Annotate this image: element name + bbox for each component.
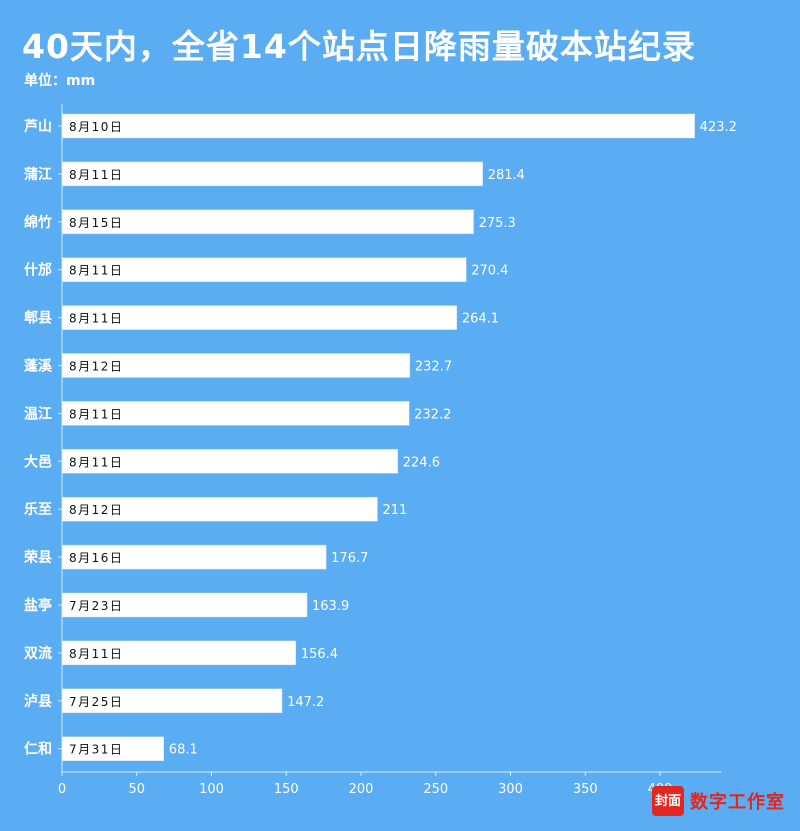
category-label: 郫县 xyxy=(24,310,52,327)
bar-date-label: 8月12日 xyxy=(69,360,123,374)
bar-date-label: 8月12日 xyxy=(69,503,123,517)
x-tick-label: 150 xyxy=(274,782,299,797)
bar-date-label: 7月25日 xyxy=(69,695,123,709)
category-label: 蓬溪 xyxy=(24,358,53,375)
brand-footer: 封面 数字工作室 xyxy=(652,786,785,816)
bar-value-label: 224.6 xyxy=(403,455,440,470)
bar xyxy=(61,736,165,761)
category-label: 什邡 xyxy=(24,262,52,279)
brand-logo: 封面 xyxy=(652,786,684,816)
bar xyxy=(61,592,308,618)
category-label: 绵竹 xyxy=(24,214,52,231)
bar-value-label: 232.7 xyxy=(415,360,452,375)
bar-value-label: 264.1 xyxy=(462,312,499,327)
x-tick-label: 100 xyxy=(199,782,224,797)
x-tick-label: 0 xyxy=(58,782,66,797)
bar-date-label: 8月16日 xyxy=(69,551,123,565)
bar-value-label: 232.2 xyxy=(414,407,451,422)
bar xyxy=(61,353,411,378)
bar-date-label: 8月11日 xyxy=(69,264,123,278)
bar xyxy=(61,257,467,282)
category-label: 温江 xyxy=(24,405,52,422)
bar-value-label: 156.4 xyxy=(301,647,338,662)
bar-date-label: 7月31日 xyxy=(69,743,123,757)
x-tick-label: 50 xyxy=(128,782,145,797)
bar xyxy=(61,496,378,522)
unit-label: 单位：mm xyxy=(24,73,96,89)
bar-date-label: 8月11日 xyxy=(69,455,123,469)
bar xyxy=(61,640,297,666)
chart-title: 40天内，全省14个站点日降雨量破本站纪录 xyxy=(22,27,696,66)
bar xyxy=(61,544,327,570)
bar xyxy=(61,209,474,235)
brand-name: 数字工作室 xyxy=(690,792,785,813)
bar-value-label: 176.7 xyxy=(331,551,368,566)
category-label: 芦山 xyxy=(24,118,52,135)
bar-value-label: 281.4 xyxy=(488,168,525,183)
bar-date-label: 8月11日 xyxy=(69,407,123,421)
category-label: 荣县 xyxy=(23,549,52,566)
bar-value-label: 211 xyxy=(382,503,407,518)
category-label: 仁和 xyxy=(24,741,52,758)
bar xyxy=(61,401,410,426)
bar-date-label: 8月10日 xyxy=(69,120,123,134)
category-label: 泸县 xyxy=(24,693,52,710)
category-label: 盐亭 xyxy=(24,597,52,614)
x-tick-label: 200 xyxy=(349,782,374,797)
category-label: 双流 xyxy=(24,645,52,662)
bar-value-label: 163.9 xyxy=(312,599,349,614)
bar-value-label: 147.2 xyxy=(287,695,324,710)
bar-date-label: 8月11日 xyxy=(69,312,123,326)
bar xyxy=(61,305,458,330)
x-tick-label: 250 xyxy=(423,782,448,797)
category-label: 蒲江 xyxy=(24,166,52,183)
bar-value-label: 423.2 xyxy=(700,120,737,135)
bar-value-label: 68.1 xyxy=(169,743,198,758)
bar-date-label: 8月11日 xyxy=(69,647,123,661)
bar-value-label: 270.4 xyxy=(471,264,508,279)
bar xyxy=(61,113,695,139)
bar-date-label: 8月15日 xyxy=(69,216,123,230)
bar xyxy=(61,161,483,187)
bar xyxy=(61,688,283,714)
bar xyxy=(61,449,399,474)
bar-date-label: 8月11日 xyxy=(69,168,123,182)
category-label: 大邑 xyxy=(24,453,52,470)
x-tick-label: 300 xyxy=(498,782,523,797)
x-tick-label: 350 xyxy=(573,782,598,797)
brand-logo-text: 封面 xyxy=(654,793,681,809)
bar-date-label: 7月23日 xyxy=(69,599,123,613)
bar-value-label: 275.3 xyxy=(479,216,516,231)
category-label: 乐至 xyxy=(24,501,52,518)
